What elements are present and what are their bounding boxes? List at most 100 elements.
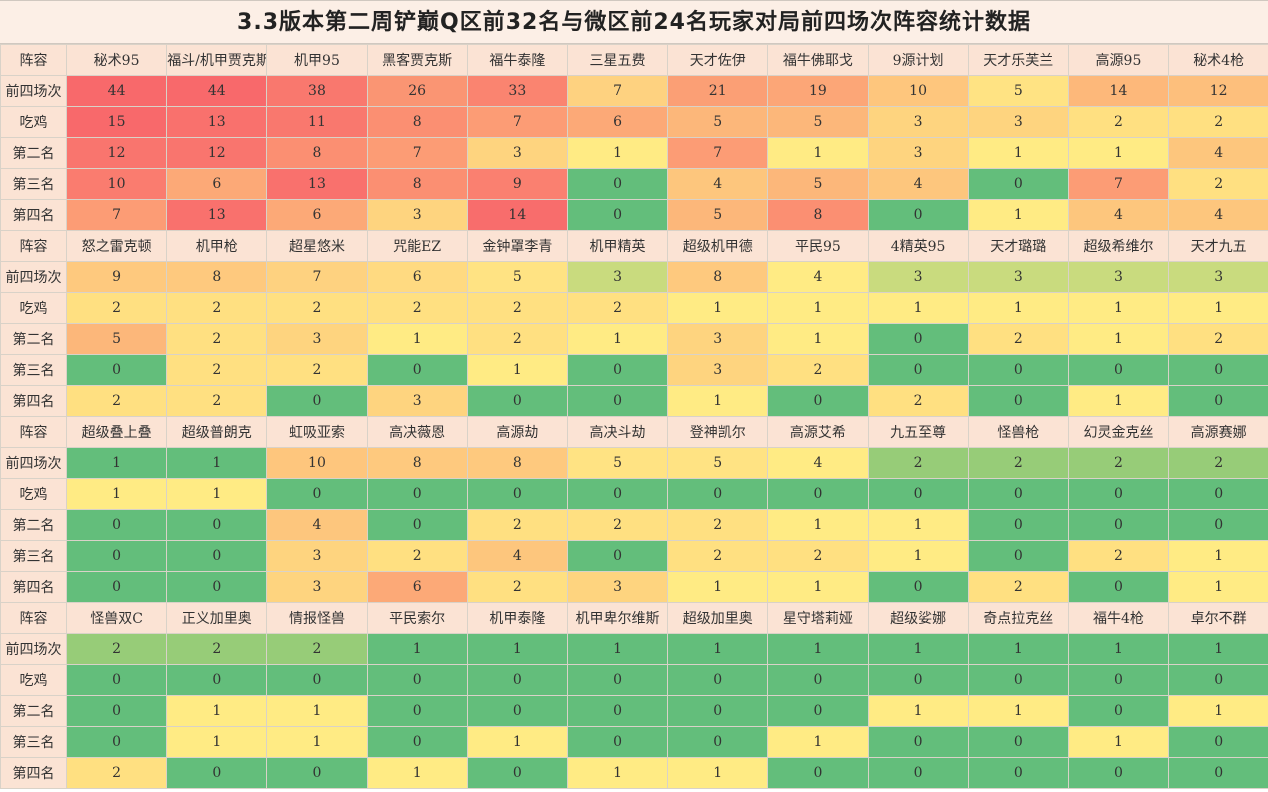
stat-cell: 0: [566, 478, 669, 510]
stat-cell: 5: [767, 168, 869, 200]
stat-cell: 2: [1168, 323, 1268, 355]
lineup-name: 福斗/机甲贾克斯: [166, 44, 268, 76]
stat-cell: 0: [767, 695, 869, 727]
stat-cell: 8: [366, 106, 468, 138]
stat-cell: 13: [166, 199, 268, 231]
stat-cell: 3: [867, 106, 969, 138]
stat-cell: 0: [566, 695, 669, 727]
stat-cell: 8: [366, 447, 468, 479]
lineup-name: 福牛佛耶戈: [767, 44, 869, 76]
row-label: 吃鸡: [0, 106, 67, 138]
stat-cell: 3: [366, 385, 468, 417]
stat-cell: 2: [466, 571, 568, 603]
stat-cell: 0: [1067, 478, 1170, 510]
stat-row: 吃鸡 0 0 0 0 0 0 0 0 0 0 0 0: [0, 664, 1268, 696]
row-label: 第三名: [0, 168, 67, 200]
stat-cell: 1: [767, 633, 869, 665]
stat-cell: 7: [466, 106, 568, 138]
stat-cell: 0: [867, 199, 969, 231]
lineup-name: 机甲枪: [166, 230, 268, 262]
stat-cell: 10: [266, 447, 368, 479]
lineup-name: 福牛4枪: [1067, 602, 1170, 634]
stat-cell: 0: [967, 757, 1069, 789]
stat-cell: 1: [667, 757, 769, 789]
stat-cell: 26: [366, 75, 468, 107]
lineup-name: 卓尔不群: [1168, 602, 1268, 634]
stat-cell: 0: [967, 354, 1069, 386]
lineup-name: 超星悠米: [266, 230, 368, 262]
lineup-name: 星守塔莉娅: [767, 602, 869, 634]
stat-cell: 1: [967, 292, 1069, 324]
stat-cell: 0: [767, 664, 869, 696]
stat-row: 第三名 0 2 2 0 1 0 3 2 0 0 0 0: [0, 354, 1268, 386]
stat-cell: 0: [1067, 664, 1170, 696]
stat-cell: 1: [867, 292, 969, 324]
stat-row: 第四名 7 13 6 3 14 0 5 8 0 1 4 4: [0, 199, 1268, 231]
stat-cell: 0: [266, 757, 368, 789]
stat-cell: 0: [1168, 354, 1268, 386]
row-label: 第四名: [0, 199, 67, 231]
stat-cell: 13: [166, 106, 268, 138]
lineup-header-row: 阵容 秘术95 福斗/机甲贾克斯 机甲95 黑客贾克斯 福牛泰隆 三星五费 天才佐伊 福牛佛耶戈…: [0, 44, 1268, 76]
stat-cell: 1: [1168, 540, 1268, 572]
stat-cell: 3: [867, 137, 969, 169]
stat-cell: 5: [566, 447, 669, 479]
lineup-name: 秘术95: [65, 44, 168, 76]
lineup-header-row: 阵容 超级叠上叠 超级普朗克 虹吸亚索 高决薇恩 高源劫 高决斗劫 登神凯尔 高源艾希 九五至尊怪…: [0, 416, 1268, 448]
lineup-name: 高决薇恩: [366, 416, 468, 448]
stat-cell: 2: [466, 509, 568, 541]
row-label: 前四场次: [0, 447, 67, 479]
stat-cell: 1: [1067, 633, 1170, 665]
lineup-stats-table: 阵容 秘术95 福斗/机甲贾克斯 机甲95 黑客贾克斯 福牛泰隆 三星五费 天才佐伊 福牛佛耶戈…: [0, 44, 1268, 789]
stat-cell: 2: [366, 292, 468, 324]
lineup-name: 9源计划: [867, 44, 969, 76]
stat-cell: 3: [266, 571, 368, 603]
stat-cell: 3: [1168, 261, 1268, 293]
lineup-name: 福牛泰隆: [466, 44, 568, 76]
stat-cell: 0: [366, 726, 468, 758]
stat-cell: 2: [967, 447, 1069, 479]
stat-cell: 1: [1067, 385, 1170, 417]
stat-cell: 9: [466, 168, 568, 200]
stat-cell: 0: [466, 385, 568, 417]
stat-cell: 0: [667, 726, 769, 758]
stat-cell: 1: [566, 323, 669, 355]
stat-cell: 14: [1067, 75, 1170, 107]
stat-cell: 21: [667, 75, 769, 107]
lineup-name: 超级加里奥: [667, 602, 769, 634]
stat-cell: 1: [366, 633, 468, 665]
lineup-name: 怒之雷克顿: [65, 230, 168, 262]
stat-cell: 3: [1067, 261, 1170, 293]
stat-cell: 2: [667, 540, 769, 572]
stat-cell: 3: [667, 323, 769, 355]
stat-cell: 7: [366, 137, 468, 169]
stat-cell: 2: [166, 323, 268, 355]
stat-cell: 0: [566, 199, 669, 231]
row-label: 前四场次: [0, 261, 67, 293]
page-title: 3.3版本第二周铲巅Q区前32名与微区前24名玩家对局前四场次阵容统计数据: [0, 0, 1268, 44]
lineup-name: 机甲95: [266, 44, 368, 76]
stat-cell: 2: [65, 633, 168, 665]
stat-cell: 0: [266, 385, 368, 417]
stat-cell: 0: [1067, 509, 1170, 541]
table-body: 阵容 秘术95 福斗/机甲贾克斯 机甲95 黑客贾克斯 福牛泰隆 三星五费 天才佐伊 福牛佛耶戈…: [0, 44, 1268, 789]
stat-cell: 0: [1168, 478, 1268, 510]
stat-cell: 0: [65, 354, 168, 386]
stat-cell: 11: [266, 106, 368, 138]
stat-cell: 8: [667, 261, 769, 293]
stat-cell: 1: [166, 447, 268, 479]
lineup-name: 幻灵金克丝: [1067, 416, 1170, 448]
lineup-name: 秘术4枪: [1168, 44, 1268, 76]
stat-cell: 0: [867, 571, 969, 603]
stat-cell: 6: [366, 571, 468, 603]
stat-row: 吃鸡 15 13 11 8 7 6 5 5 3 3 2 2: [0, 106, 1268, 138]
stat-cell: 0: [166, 540, 268, 572]
lineup-name: 超级希维尔: [1067, 230, 1170, 262]
stat-cell: 33: [466, 75, 568, 107]
stat-row: 吃鸡 1 1 0 0 0 0 0 0 0 0 0 0: [0, 478, 1268, 510]
lineup-name: 超级叠上叠: [65, 416, 168, 448]
stat-cell: 14: [466, 199, 568, 231]
stat-cell: 2: [566, 292, 669, 324]
stat-cell: 7: [1067, 168, 1170, 200]
stat-cell: 1: [166, 726, 268, 758]
